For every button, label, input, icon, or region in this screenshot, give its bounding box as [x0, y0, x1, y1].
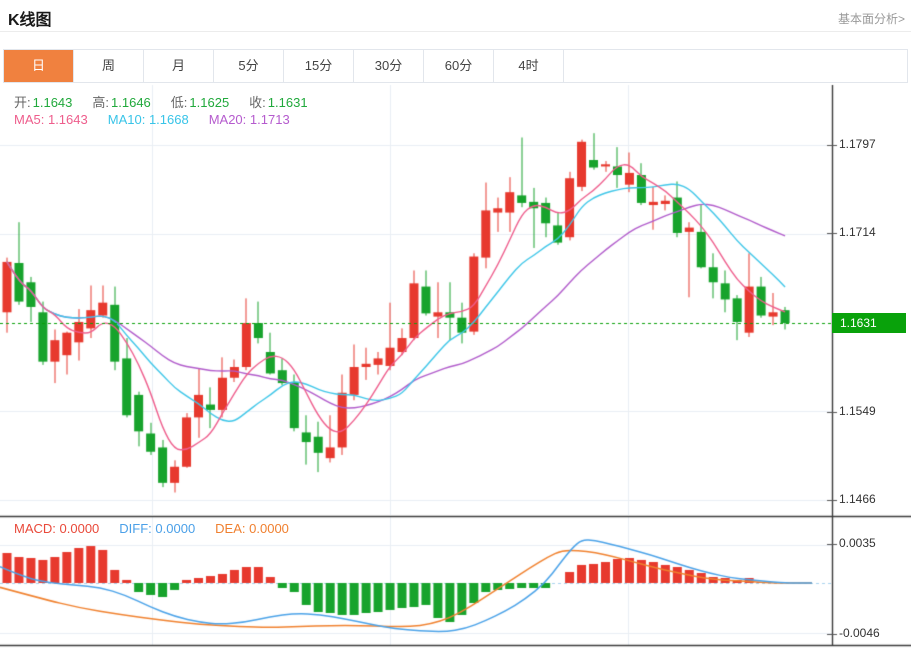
page-title: K线图 — [8, 12, 52, 29]
tab-period-2[interactable]: 月 — [144, 50, 214, 82]
high-value: 高: 1.1646 — [92, 95, 151, 110]
macd-value: MACD: 0.0000 — [14, 521, 100, 536]
tab-period-4[interactable]: 15分 — [284, 50, 354, 82]
macd-tick-label: -0.0046 — [839, 626, 880, 640]
close-value: 收: 1.1631 — [249, 95, 308, 110]
tab-period-3[interactable]: 5分 — [214, 50, 284, 82]
diff-value: DIFF: 0.0000 — [119, 521, 196, 536]
tab-period-0[interactable]: 日 — [4, 50, 74, 82]
open-value: 开: 1.1643 — [14, 95, 73, 110]
dea-value: DEA: 0.0000 — [215, 521, 289, 536]
current-price-badge: 1.1631 — [832, 313, 906, 333]
price-tick-label: 1.1549 — [839, 404, 876, 418]
ma-legend: MA5: 1.1643 MA10: 1.1668 MA20: 1.1713 — [14, 112, 290, 127]
ma10-value: MA10: 1.1668 — [107, 112, 189, 127]
period-tabbar: 日周月 5分 15分 30分 60分 4时 — [3, 49, 908, 83]
price-tick-label: 1.1466 — [839, 492, 876, 506]
fundamental-analysis-link[interactable]: 基本面分析> — [837, 12, 905, 26]
tab-period-1[interactable]: 周 — [74, 50, 144, 82]
macd-tick-label: 0.0035 — [839, 536, 876, 550]
ohlc-legend: 开: 1.1643 高: 1.1646 低: 1.1625 收: 1.1631 — [14, 92, 308, 111]
tab-period-7[interactable]: 4时 — [494, 50, 564, 82]
header-divider — [0, 31, 911, 32]
price-tick-label: 1.1797 — [839, 137, 876, 151]
ma5-value: MA5: 1.1643 — [14, 112, 88, 127]
macd-legend: MACD: 0.0000 DIFF: 0.0000 DEA: 0.0000 — [14, 521, 289, 536]
ma20-value: MA20: 1.1713 — [208, 112, 290, 127]
tab-period-6[interactable]: 60分 — [424, 50, 494, 82]
low-value: 低: 1.1625 — [170, 95, 230, 110]
tab-period-5[interactable]: 30分 — [354, 50, 424, 82]
price-tick-label: 1.1714 — [839, 225, 876, 239]
